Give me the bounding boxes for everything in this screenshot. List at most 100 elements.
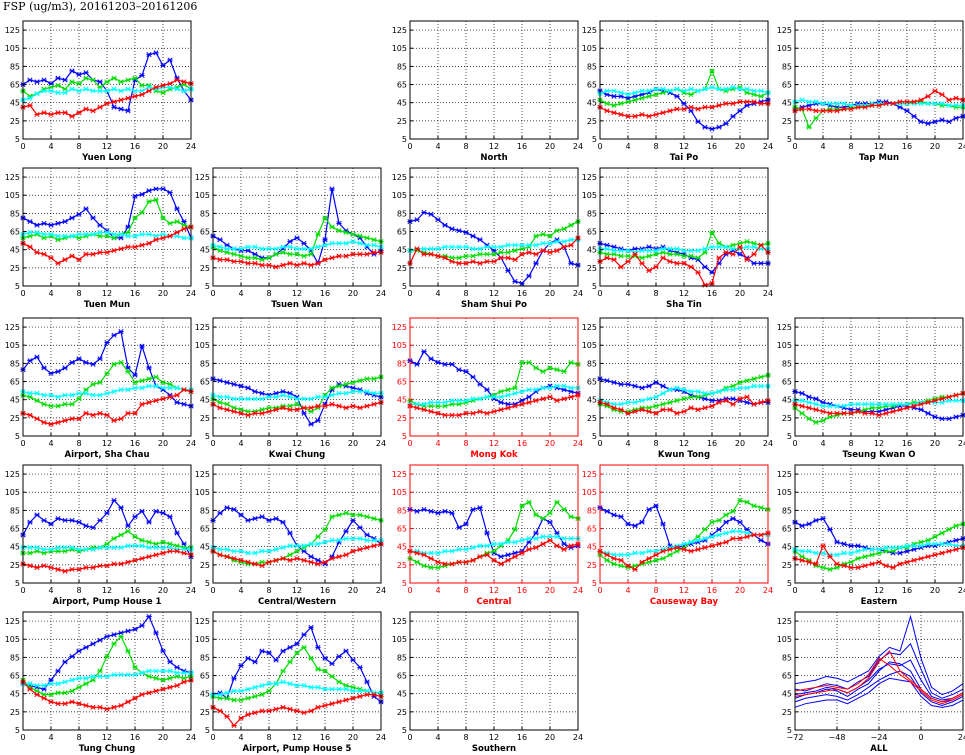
- data-point: [153, 630, 159, 636]
- data-point: [806, 124, 812, 130]
- data-point: [315, 260, 321, 266]
- data-point: [308, 655, 314, 661]
- data-point: [139, 91, 145, 98]
- data-point: [869, 401, 875, 407]
- data-point: [646, 408, 652, 415]
- data-point: [259, 246, 265, 252]
- data-point: [62, 77, 68, 83]
- data-point: [252, 693, 258, 699]
- data-point: [813, 561, 819, 567]
- data-point: [855, 104, 861, 110]
- data-point: [925, 101, 931, 107]
- data-point: [841, 550, 847, 556]
- x-tick-label: 12: [292, 289, 302, 298]
- data-point: [118, 79, 124, 85]
- data-point: [139, 191, 145, 197]
- data-point: [174, 664, 180, 670]
- x-tick-label: 20: [158, 586, 168, 595]
- y-tick-label: 85: [10, 209, 20, 218]
- data-point: [322, 702, 328, 709]
- data-point: [181, 387, 187, 393]
- data-point: [869, 561, 875, 567]
- data-point: [681, 106, 687, 112]
- panel-label: Causeway Bay: [650, 597, 719, 607]
- data-point: [27, 519, 33, 525]
- data-point: [245, 412, 251, 418]
- data-point: [259, 548, 265, 554]
- data-point: [470, 253, 476, 259]
- x-tick-label: 16: [517, 142, 527, 151]
- data-point: [646, 113, 652, 119]
- data-point: [932, 552, 938, 558]
- y-tick-label: 65: [397, 228, 407, 237]
- data-point: [946, 548, 952, 554]
- data-point: [653, 86, 659, 92]
- data-point: [695, 407, 701, 413]
- data-point: [125, 410, 131, 416]
- panel-label: Southern: [472, 744, 516, 754]
- y-tick-label: 105: [392, 191, 407, 200]
- data-point: [217, 708, 223, 714]
- data-point: [125, 387, 131, 393]
- data-point: [48, 370, 54, 376]
- y-tick-label: 85: [397, 209, 407, 218]
- x-tick-label: 24: [376, 733, 386, 742]
- data-point: [799, 398, 805, 404]
- data-point: [167, 81, 173, 87]
- data-point: [744, 385, 750, 391]
- data-point: [716, 244, 722, 250]
- y-tick-label: 65: [397, 525, 407, 534]
- y-tick-label: 25: [397, 561, 407, 570]
- panel-eastern: 52545658510512504812162024Eastern: [777, 464, 965, 607]
- x-tick-label: 24: [763, 289, 773, 298]
- data-point: [604, 88, 610, 94]
- y-tick-label: 5: [402, 432, 407, 441]
- data-point: [813, 419, 819, 425]
- data-point: [799, 410, 805, 416]
- data-point: [357, 535, 363, 542]
- data-point: [695, 255, 701, 261]
- data-point: [97, 379, 103, 385]
- x-tick-label: 12: [874, 586, 884, 595]
- data-point: [730, 113, 736, 119]
- x-tick-label: 20: [930, 142, 940, 151]
- data-point: [737, 528, 743, 534]
- data-point: [273, 246, 279, 252]
- y-tick-label: 65: [782, 378, 792, 387]
- data-point: [139, 82, 145, 88]
- data-point: [540, 516, 546, 522]
- data-point: [813, 396, 819, 402]
- data-point: [336, 686, 342, 692]
- data-point: [322, 686, 328, 692]
- x-tick-label: 0: [597, 586, 602, 595]
- data-point: [280, 679, 286, 685]
- y-tick-label: 65: [10, 81, 20, 90]
- panel-frame: [794, 317, 964, 437]
- data-point: [90, 392, 96, 398]
- data-point: [744, 86, 750, 92]
- data-point: [301, 557, 307, 563]
- data-point: [146, 690, 152, 696]
- y-tick-label: 105: [392, 635, 407, 644]
- data-point: [505, 249, 511, 255]
- data-point: [709, 126, 715, 132]
- data-point: [688, 264, 694, 270]
- data-point: [918, 97, 924, 103]
- data-point: [76, 566, 82, 572]
- data-point: [533, 365, 539, 371]
- data-point: [160, 385, 166, 391]
- panel-label: Tuen Mun: [84, 300, 130, 310]
- data-point: [554, 499, 560, 505]
- data-point: [308, 421, 314, 427]
- x-tick-label: 0: [20, 733, 25, 742]
- data-point: [259, 682, 265, 689]
- data-point: [484, 387, 490, 393]
- data-point: [470, 506, 476, 513]
- data-point: [695, 119, 701, 125]
- data-point: [505, 255, 511, 261]
- data-point: [932, 101, 938, 107]
- y-tick-label: 65: [782, 672, 792, 681]
- data-point: [259, 692, 265, 698]
- data-point: [322, 394, 328, 400]
- data-point: [646, 396, 652, 402]
